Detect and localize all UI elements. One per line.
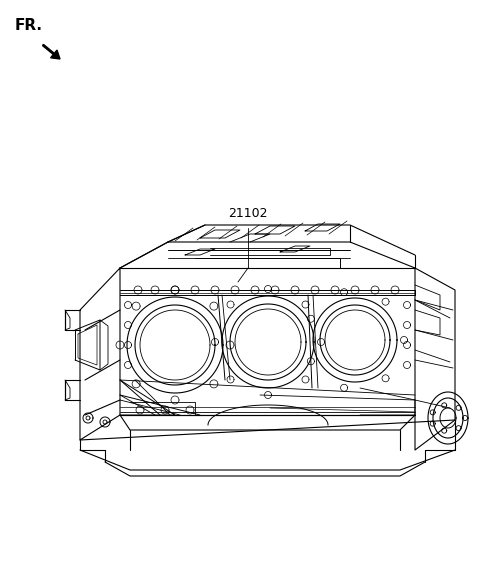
Text: 21102: 21102 [228, 207, 268, 220]
Text: FR.: FR. [15, 18, 43, 33]
FancyArrow shape [43, 45, 60, 59]
